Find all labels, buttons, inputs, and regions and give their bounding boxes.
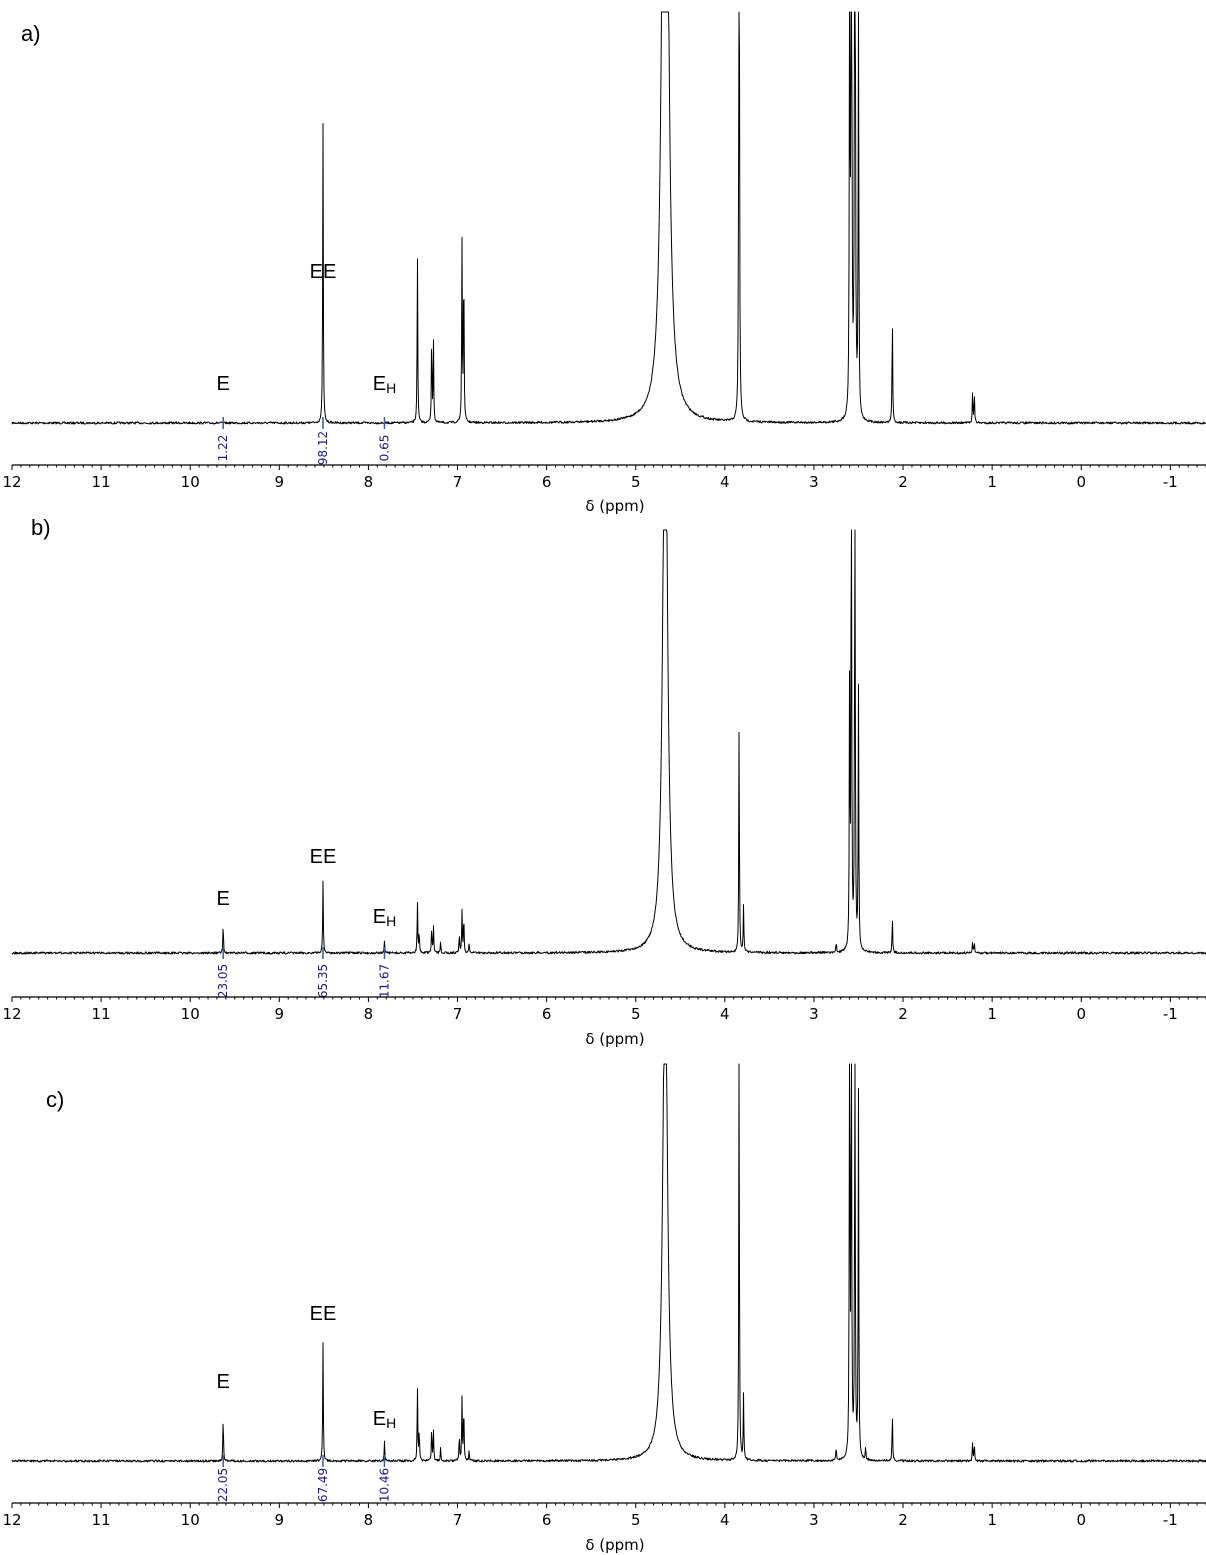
x-tick-label: 1 — [987, 473, 997, 491]
x-tick-label: 11 — [92, 1511, 111, 1529]
x-tick-label: 0 — [1076, 1005, 1086, 1023]
x-tick-label: -1 — [1163, 1005, 1178, 1023]
integral-value: 22.05 — [216, 1468, 230, 1502]
integral-value: 65.35 — [316, 964, 330, 998]
spectrum-trace — [11, 1063, 1206, 1463]
x-axis-label: δ (ppm) — [585, 497, 644, 515]
x-tick-label: 7 — [453, 473, 463, 491]
peak-label-ee: EE — [310, 846, 337, 868]
peak-label-ee: EE — [310, 1303, 337, 1325]
x-tick-label: -1 — [1163, 473, 1178, 491]
peak-label-ee: EE — [310, 261, 337, 283]
x-tick-label: 6 — [542, 1511, 552, 1529]
integral-value: 23.05 — [216, 964, 230, 998]
x-tick-label: 0 — [1076, 1511, 1086, 1529]
integral-value: 11.67 — [377, 964, 391, 998]
x-tick-label: 2 — [898, 1511, 908, 1529]
x-tick-label: 11 — [92, 473, 111, 491]
x-tick-label: 12 — [2, 1005, 21, 1023]
x-tick-label: 4 — [720, 473, 730, 491]
x-tick-label: 9 — [275, 1511, 285, 1529]
x-tick-label: 8 — [364, 1511, 374, 1529]
spectrum-trace — [11, 529, 1206, 955]
x-axis-label: δ (ppm) — [585, 1536, 644, 1554]
x-tick-label: 5 — [631, 1511, 641, 1529]
integral-value: 1.22 — [216, 435, 230, 462]
x-tick-label: 2 — [898, 1005, 908, 1023]
integral-value: 98.12 — [316, 431, 330, 465]
x-tick-label: 1 — [987, 1511, 997, 1529]
integral-value: 0.65 — [377, 435, 391, 462]
x-tick-label: 11 — [92, 1005, 111, 1023]
x-tick-label: 3 — [809, 1005, 819, 1023]
x-tick-label: 7 — [453, 1005, 463, 1023]
x-tick-label: 10 — [181, 1511, 200, 1529]
x-tick-label: 8 — [364, 473, 374, 491]
x-tick-label: 1 — [987, 1005, 997, 1023]
integral-value: 10.46 — [377, 1468, 391, 1502]
integral-value: 67.49 — [316, 1468, 330, 1502]
x-tick-label: 4 — [720, 1511, 730, 1529]
x-tick-label: 10 — [181, 473, 200, 491]
spectrum-trace — [11, 11, 1206, 425]
peak-label-eh: EH — [373, 373, 396, 396]
x-tick-label: 0 — [1076, 473, 1086, 491]
x-tick-label: 7 — [453, 1511, 463, 1529]
panel-label: a) — [21, 21, 41, 46]
panel-label: b) — [31, 515, 51, 540]
x-axis-label: δ (ppm) — [585, 1030, 644, 1048]
x-tick-label: 6 — [542, 1005, 552, 1023]
x-tick-label: 4 — [720, 1005, 730, 1023]
x-tick-label: 12 — [2, 473, 21, 491]
x-tick-label: 9 — [275, 473, 285, 491]
peak-label-e: E — [217, 888, 230, 910]
x-tick-label: 3 — [809, 473, 819, 491]
x-tick-label: 6 — [542, 473, 552, 491]
x-tick-label: 10 — [181, 1005, 200, 1023]
peak-label-eh: EH — [373, 906, 396, 929]
x-tick-label: 5 — [631, 473, 641, 491]
peak-label-eh: EH — [373, 1408, 396, 1431]
x-tick-label: 12 — [2, 1511, 21, 1529]
x-tick-label: 3 — [809, 1511, 819, 1529]
x-tick-label: -1 — [1163, 1511, 1178, 1529]
x-tick-label: 2 — [898, 473, 908, 491]
x-tick-label: 8 — [364, 1005, 374, 1023]
x-tick-label: 9 — [275, 1005, 285, 1023]
peak-label-e: E — [217, 1371, 230, 1393]
x-tick-label: 5 — [631, 1005, 641, 1023]
panel-label: c) — [46, 1087, 64, 1112]
peak-label-e: E — [217, 373, 230, 395]
